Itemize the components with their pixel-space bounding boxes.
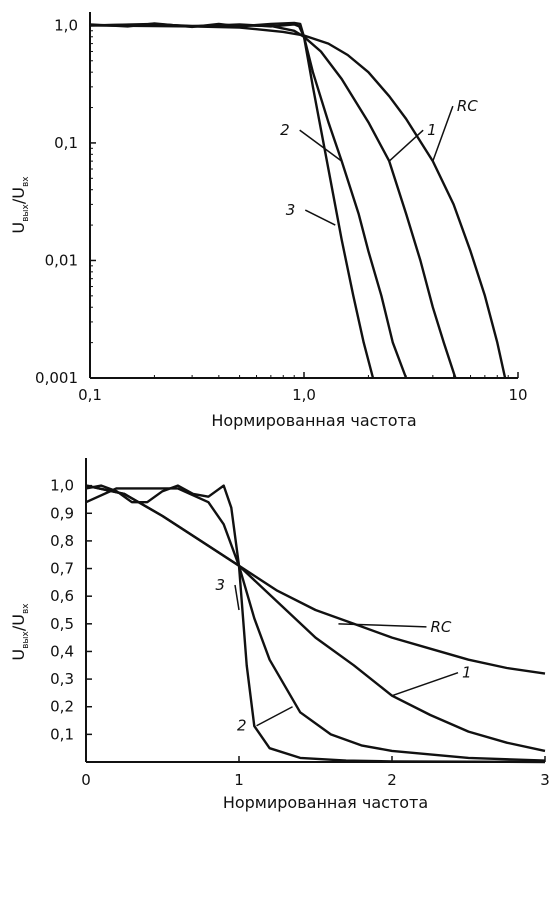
curve-label: RC [457, 97, 478, 115]
curve-label: 2 [280, 121, 290, 139]
x-tick-label: 1,0 [292, 386, 316, 404]
x-tick-label: 10 [508, 386, 527, 404]
y-tick-label: 0,1 [54, 134, 78, 152]
curve-label: 1 [462, 664, 472, 682]
series-curve-1 [89, 23, 457, 379]
y-axis-title-part: U [9, 222, 28, 234]
y-tick-label: 0,4 [50, 642, 74, 660]
y-axis-title-subscript: вых [21, 630, 31, 648]
curve-label: 3 [215, 576, 225, 594]
x-tick-label: 2 [387, 771, 397, 789]
curve-label-leader [388, 129, 424, 162]
series-curve-rc [89, 24, 507, 379]
series-curve-rc [85, 484, 546, 675]
curve-label: 2 [237, 717, 247, 735]
curve-label: 3 [286, 201, 296, 219]
x-tick-label: 1 [234, 771, 244, 789]
x-tick-label: 0 [81, 771, 91, 789]
curve-label-leader [432, 105, 454, 162]
chart-log-response: 0,1 1,0 10 0,001 0,01 0,1 1,0 Нормированная час… [9, 12, 528, 430]
x-tick-label: 0,1 [78, 386, 102, 404]
curve-label-leader [338, 623, 427, 628]
y-tick-label: 0,6 [50, 587, 74, 605]
series-curve-1 [85, 484, 546, 753]
curve-label: 1 [427, 121, 437, 139]
y-tick-label: 0,2 [50, 698, 74, 716]
curve-label-leader [256, 706, 293, 727]
series-curve-3 [85, 484, 546, 764]
y-tick-label: 0,9 [50, 504, 74, 522]
y-tick-label: 0,01 [45, 251, 78, 269]
y-axis-title-part: /U [9, 187, 28, 204]
y-tick-label: 0,7 [50, 560, 74, 578]
chart-linear-response: 0 1 2 3 0,1 0,2 0,3 0,4 0,5 0,6 0,7 0,8 0,9 1,0 Нормир… [9, 458, 550, 812]
y-tick-label: 0,8 [50, 532, 74, 550]
y-axis-title-subscript: вх [21, 603, 31, 614]
y-axis-title-subscript: вых [21, 203, 31, 221]
curve-label-leader [391, 671, 459, 697]
y-tick-label: 0,5 [50, 615, 74, 633]
curve-label-leader [304, 209, 336, 226]
curve-label-leader [234, 584, 240, 611]
curve-label: RC [430, 618, 451, 636]
y-tick-label: 1,0 [54, 16, 78, 34]
y-axis-title-part: U [9, 649, 28, 661]
y-axis-title: Uвых/Uвх [9, 603, 31, 661]
x-axis-title: Нормированная частота [211, 411, 416, 430]
y-tick-label: 1,0 [50, 477, 74, 495]
y-tick-label: 0,1 [50, 725, 74, 743]
series-curve-2 [85, 487, 546, 762]
y-axis-title-subscript: вх [21, 176, 31, 187]
curve-label-leader [299, 129, 343, 162]
y-axis-title-part: /U [9, 614, 28, 631]
y-tick-label: 0,3 [50, 670, 74, 688]
y-tick-label: 0,001 [35, 369, 78, 387]
x-tick-label: 3 [540, 771, 550, 789]
y-axis-title: Uвых/Uвх [9, 176, 31, 234]
x-axis-title: Нормированная частота [223, 793, 428, 812]
series-curve-3 [89, 21, 375, 379]
